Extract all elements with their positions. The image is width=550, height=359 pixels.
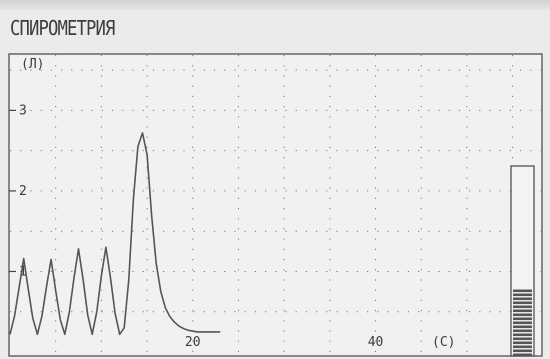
y-tick-label: 3 <box>19 103 27 118</box>
volume-indicator-segment <box>513 349 532 353</box>
volume-indicator-segment <box>513 337 532 341</box>
y-tick-label: 2 <box>19 184 27 199</box>
volume-indicator-segment <box>513 345 532 349</box>
plot-area <box>8 53 543 357</box>
top-band <box>0 0 550 10</box>
volume-indicator-segment <box>513 321 532 325</box>
volume-indicator-segment <box>513 293 532 297</box>
volume-indicator <box>510 165 535 357</box>
screen-title: СПИРОМЕТРИЯ <box>10 16 115 40</box>
volume-indicator-segment <box>513 313 532 317</box>
volume-curve <box>9 132 221 336</box>
x-unit-label: (С) <box>432 335 455 350</box>
tick-layer: 1 2 3 20 40 <box>9 103 383 350</box>
volume-indicator-segment <box>513 341 532 345</box>
y-unit-label: (Л) <box>21 57 44 72</box>
volume-indicator-segment <box>513 329 532 333</box>
x-tick-label: 20 <box>185 335 201 350</box>
volume-indicator-segment <box>513 305 532 309</box>
volume-indicator-segment <box>513 353 532 357</box>
volume-indicator-segment <box>513 317 532 321</box>
volume-indicator-segment <box>513 309 532 313</box>
volume-indicator-segment <box>513 297 532 301</box>
volume-indicator-segment <box>513 301 532 305</box>
volume-indicator-segment <box>513 289 532 293</box>
volume-indicator-segment <box>513 325 532 329</box>
x-tick-label: 40 <box>368 335 384 350</box>
y-tick-label: 1 <box>19 264 27 279</box>
grid-layer <box>10 55 541 355</box>
volume-indicator-segment <box>513 333 532 337</box>
